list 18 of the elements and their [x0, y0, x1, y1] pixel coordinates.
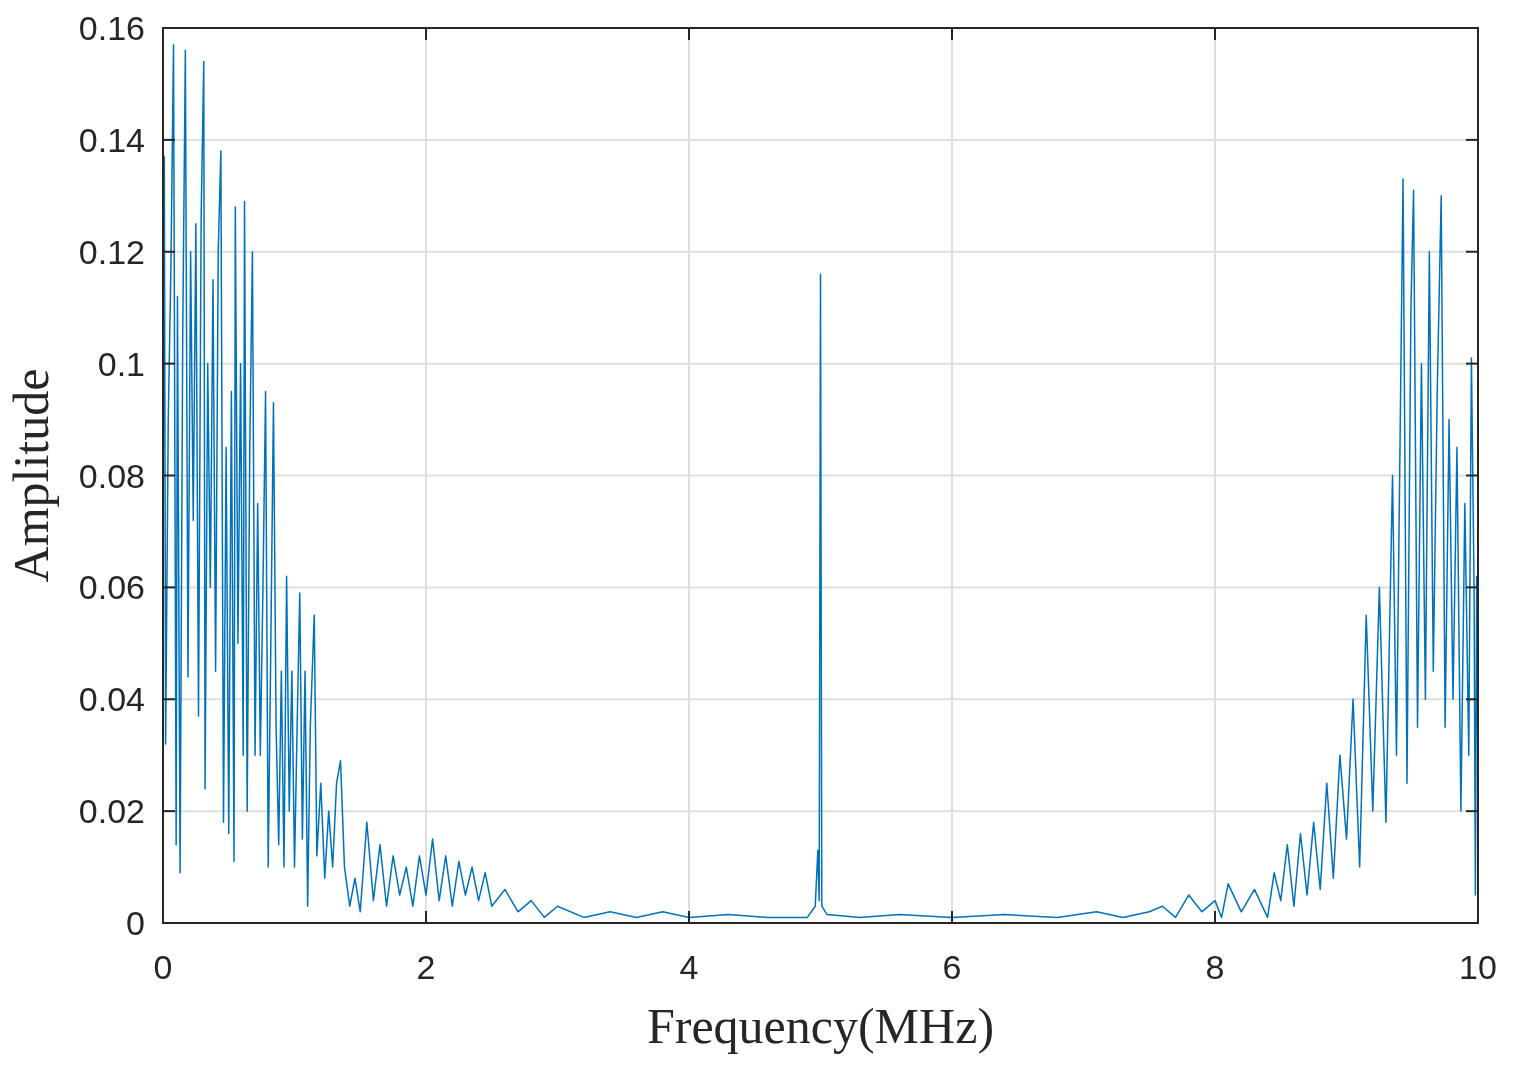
y-tick-label: 0.12	[78, 232, 145, 271]
y-tick-label: 0.16	[78, 9, 145, 47]
x-tick-label: 6	[942, 948, 962, 986]
x-tick-label: 4	[679, 948, 699, 986]
y-tick-label: 0.02	[78, 792, 145, 831]
y-tick-label: 0.08	[78, 456, 145, 495]
y-tick-label: 0.14	[78, 120, 145, 159]
y-tick-label: 0.04	[78, 680, 145, 719]
x-tick-label: 10	[1459, 948, 1497, 986]
y-tick-label: 0.1	[97, 344, 145, 383]
x-tick-label: 0	[153, 948, 173, 986]
y-axis-title: Amplitude	[3, 368, 59, 583]
y-tick-label: 0.06	[78, 568, 145, 607]
y-tick-label: 0	[126, 904, 145, 942]
x-tick-label: 2	[416, 948, 436, 986]
x-axis-title: Frequency(MHz)	[646, 998, 995, 1054]
line-series	[162, 44, 1479, 919]
x-tick-label: 8	[1205, 948, 1225, 986]
